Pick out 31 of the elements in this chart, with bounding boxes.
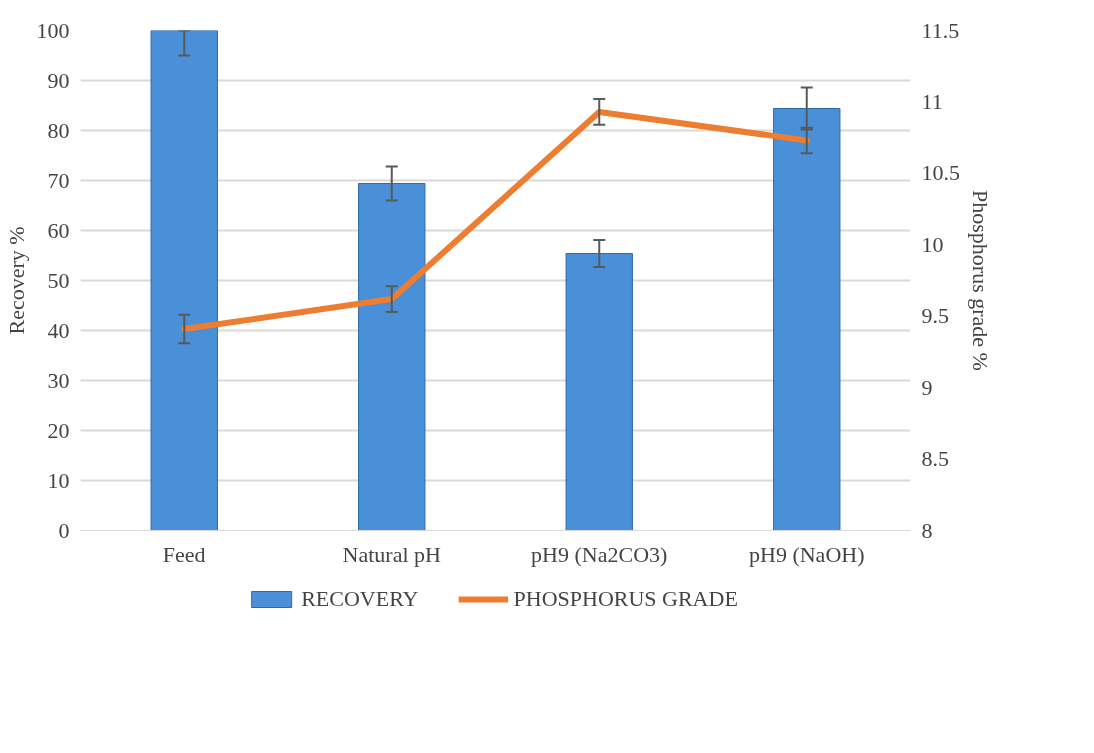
y2-tick-label: 9 — [921, 374, 933, 400]
bar — [565, 253, 633, 531]
y-tick-label: 50 — [47, 267, 70, 293]
y-tick-label: 90 — [47, 67, 70, 93]
y-tick-label: 40 — [47, 317, 70, 343]
y2-tick-label: 11.5 — [921, 17, 960, 43]
y-tick-label: 0 — [58, 517, 70, 543]
y-tick-label: 100 — [36, 17, 70, 43]
y-tick-label: 20 — [47, 417, 70, 443]
y2-tick-label: 8.5 — [921, 446, 949, 472]
y-tick-label: 60 — [47, 217, 70, 243]
legend-label: RECOVERY — [301, 586, 419, 612]
y2-tick-label: 10.5 — [921, 160, 960, 186]
y-tick-label: 30 — [47, 367, 70, 393]
bar — [358, 183, 426, 531]
y-tick-label: 10 — [47, 467, 70, 493]
y-axis-title: Recovery % — [3, 226, 29, 335]
y2-axis-title: Phosphorus grade % — [968, 190, 993, 371]
y-tick-label: 80 — [47, 117, 70, 143]
y2-tick-label: 10 — [921, 231, 944, 257]
bar — [150, 30, 218, 531]
legend-label: PHOSPHORUS GRADE — [513, 586, 738, 612]
x-tick-label: Feed — [162, 541, 206, 567]
y2-tick-label: 11 — [921, 88, 943, 114]
y-tick-label: 70 — [47, 167, 70, 193]
x-tick-label: Natural pH — [342, 541, 442, 567]
bar — [773, 108, 841, 531]
x-tick-label: pH9 (Na2CO3) — [531, 541, 668, 567]
y2-tick-label: 8 — [921, 517, 933, 543]
x-tick-label: pH9 (NaOH) — [749, 541, 865, 567]
y2-tick-label: 9.5 — [921, 303, 949, 329]
